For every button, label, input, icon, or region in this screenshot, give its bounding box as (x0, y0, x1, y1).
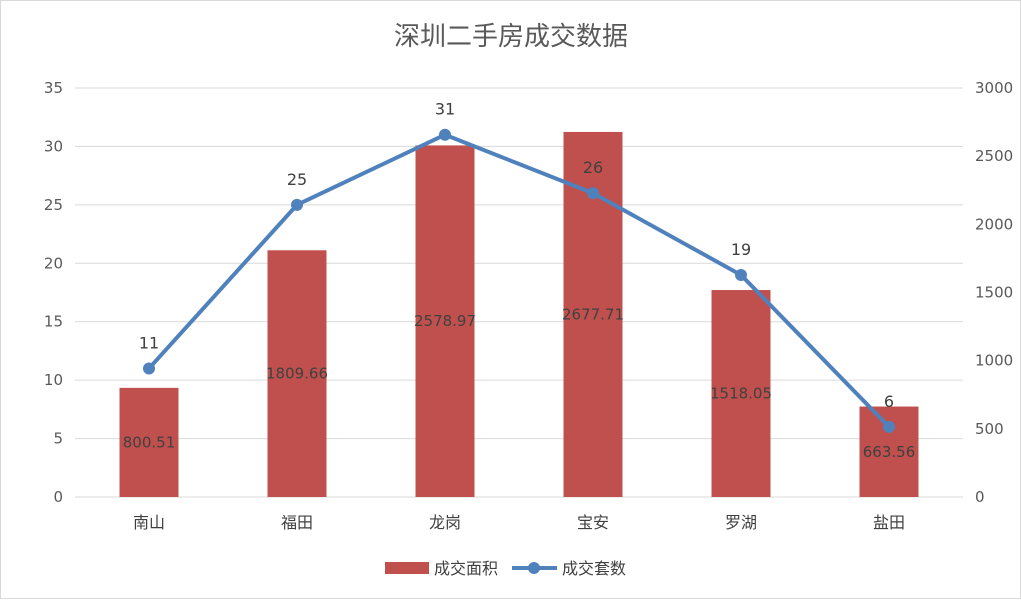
bar-data-label: 1809.66 (266, 365, 328, 383)
line-data-label: 26 (583, 158, 603, 177)
line-data-label: 31 (435, 100, 455, 119)
axes: 0 5 10 15 20 25 30 35 0 500 1000 1500 2000 2500 3000 南山… (44, 79, 1013, 532)
legend-swatch-count-marker (528, 562, 540, 574)
x-category-label: 宝安 (577, 513, 609, 532)
line-point (883, 420, 895, 433)
y-left-tick-label: 5 (53, 430, 63, 448)
x-category-label: 南山 (133, 513, 165, 532)
y-left-tick-label: 10 (44, 371, 63, 389)
y-right-tick-label: 2500 (975, 147, 1013, 165)
y-right-tick-label: 0 (975, 488, 985, 506)
chart-title: 深圳二手房成交数据 (394, 22, 628, 52)
line-point (735, 268, 747, 281)
bar (711, 290, 771, 497)
line-data-label: 6 (884, 392, 894, 411)
bar (267, 250, 327, 497)
bar (119, 387, 179, 497)
bar-data-label: 663.56 (863, 443, 916, 461)
line-data-label: 25 (287, 170, 307, 189)
data-labels: 800.51 1809.66 2578.97 2677.71 1518.05 663.56… (123, 100, 916, 461)
x-category-label: 罗湖 (725, 513, 757, 532)
bar-data-label: 2677.71 (562, 305, 624, 323)
line-point (587, 187, 599, 200)
bar-data-label: 2578.97 (414, 312, 476, 330)
line-series (143, 128, 895, 433)
line-point (439, 128, 451, 141)
y-left-tick-label: 35 (44, 79, 63, 97)
y-left-tick-label: 20 (44, 254, 63, 272)
y-right-tick-label: 1500 (975, 284, 1013, 302)
y-left-tick-label: 25 (44, 196, 63, 214)
legend-swatch-area (385, 562, 429, 574)
x-category-label: 福田 (281, 513, 313, 532)
x-category-label: 盐田 (873, 513, 905, 532)
line-point (143, 362, 155, 375)
x-category-label: 龙岗 (429, 513, 461, 532)
line-data-label: 11 (139, 333, 159, 352)
y-right-tick-label: 500 (975, 420, 1004, 438)
line-data-label: 19 (731, 240, 751, 259)
y-left-tick-label: 0 (53, 488, 63, 506)
line-point (291, 198, 303, 211)
legend: 成交面积 成交套数 (385, 559, 626, 578)
legend-label-area: 成交面积 (434, 559, 498, 578)
y-left-tick-label: 15 (44, 313, 63, 331)
y-right-tick-label: 2000 (975, 215, 1013, 233)
y-right-tick-label: 3000 (975, 79, 1013, 97)
gridlines (75, 87, 963, 498)
y-left-tick-label: 30 (44, 137, 63, 155)
bar-series (119, 131, 919, 497)
bar-data-label: 800.51 (123, 433, 176, 451)
legend-label-count: 成交套数 (562, 559, 626, 578)
bar (415, 145, 475, 497)
series-line (147, 132, 891, 429)
bar-data-label: 1518.05 (710, 385, 772, 403)
y-right-tick-label: 1000 (975, 352, 1013, 370)
